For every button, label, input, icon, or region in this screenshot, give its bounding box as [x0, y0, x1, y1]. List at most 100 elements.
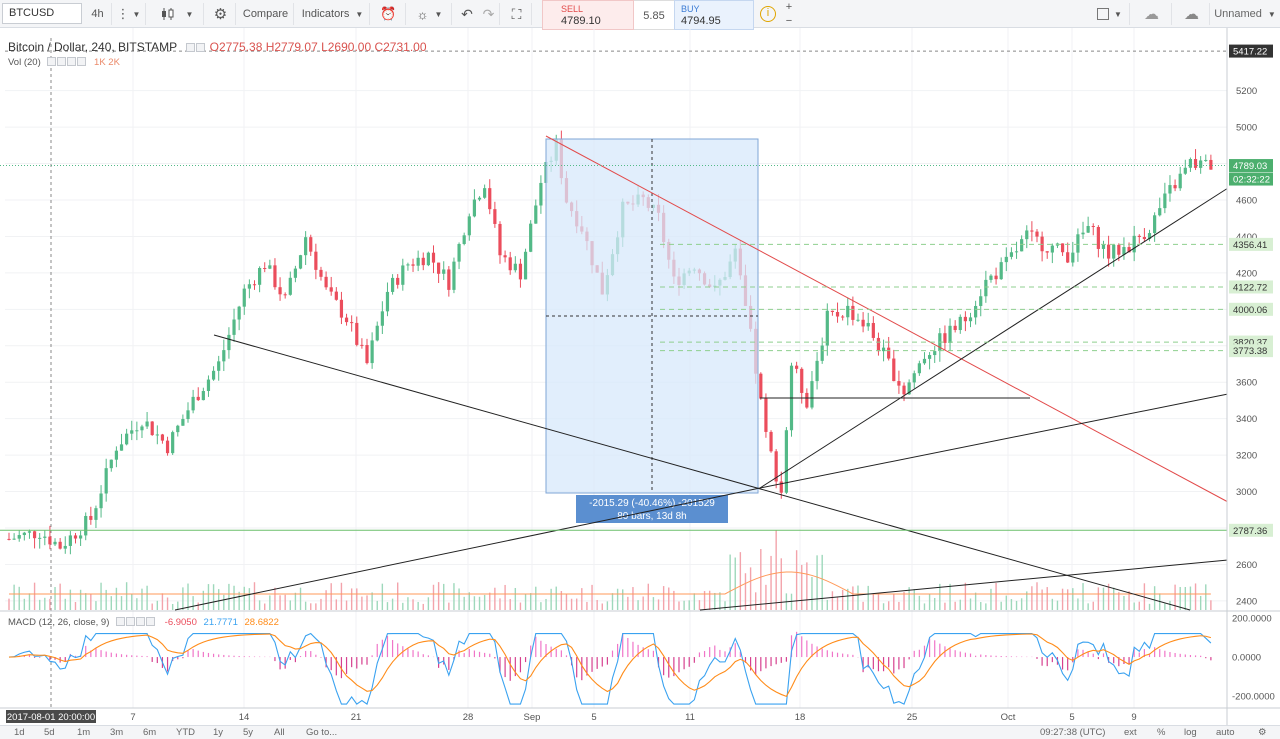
trendline-up-3 — [759, 393, 1229, 489]
macd-line-value: 21.7771 — [203, 617, 238, 628]
candle-body — [477, 197, 482, 200]
legend-icons[interactable] — [186, 40, 206, 54]
fullscreen-button[interactable]: ⛶ — [502, 3, 532, 25]
close-icon[interactable] — [67, 57, 77, 66]
y-tick-label: 3400 — [1236, 414, 1257, 425]
candle-body — [350, 322, 354, 324]
range-button-5d[interactable]: 5d — [44, 727, 55, 738]
goto-button[interactable]: Go to... — [306, 727, 338, 738]
compare-button[interactable]: Compare — [238, 3, 294, 25]
candle-body — [539, 182, 543, 206]
lightbulb-icon: ☼ — [416, 6, 429, 22]
candle-body — [431, 252, 436, 263]
candle-body — [927, 355, 932, 359]
x-tick-label: 5 — [1069, 712, 1074, 723]
gear-icon[interactable] — [126, 617, 136, 626]
sell-price: 4789.10 — [561, 15, 601, 27]
chart-style-button[interactable]: ▼ — [150, 3, 204, 25]
candle-body — [984, 279, 988, 297]
range-button-1d[interactable]: 1d — [14, 727, 25, 738]
gear-icon[interactable] — [196, 43, 206, 52]
chart-area[interactable]: -2015.29 (-40.46%) -201529 80 bars, 13d 8… — [0, 28, 1280, 725]
more-icon[interactable] — [77, 57, 87, 66]
interval-button[interactable]: 4h — [84, 3, 112, 25]
candle-body — [1050, 245, 1054, 253]
zoom-out-button[interactable]: − — [780, 14, 798, 28]
candle-body — [380, 311, 384, 326]
chevron-down-icon: ▼ — [434, 9, 443, 19]
ohlc-values: O2775.38 H2779.07 L2690.00 C2731.00 — [209, 40, 427, 54]
layout-button[interactable]: ▼ — [1090, 3, 1130, 25]
y-tick-label: 5200 — [1236, 86, 1257, 97]
candle-body — [922, 358, 927, 364]
range-button-1y[interactable]: 1y — [213, 727, 224, 738]
candle-body — [181, 419, 185, 426]
cloud-load-button[interactable]: ☁ — [1132, 3, 1172, 25]
eye-icon[interactable] — [116, 617, 126, 626]
eye-icon[interactable] — [186, 43, 196, 52]
candle-body — [1060, 243, 1065, 253]
symbol-search-input[interactable]: BTCUSD — [2, 3, 82, 24]
range-button-6m[interactable]: 6m — [143, 727, 157, 738]
layout-name-button[interactable]: Unnamed ▼ — [1212, 3, 1278, 25]
trade-info-button[interactable]: i — [756, 3, 780, 25]
scale-option-percent[interactable]: % — [1157, 727, 1166, 738]
candle-body — [1142, 237, 1146, 240]
price-label-text: 02:32:22 — [1233, 175, 1270, 186]
candle-body — [421, 257, 425, 266]
eye-icon[interactable] — [47, 57, 57, 66]
zoom-in-button[interactable]: + — [780, 0, 798, 14]
trendline-red — [545, 135, 1229, 503]
price-label-text: 3820.37 — [1233, 338, 1267, 349]
scale-option-log[interactable]: log — [1184, 727, 1197, 738]
price-label-box — [1229, 159, 1273, 173]
candle-body — [191, 396, 195, 411]
sell-button[interactable]: SELL 4789.10 — [542, 0, 634, 30]
candle-body — [38, 537, 42, 539]
bottom-toolbar: 1d 5d 1m 3m 6m YTD 1y 5y All Go to... 09:27:38 (UT… — [0, 725, 1280, 739]
more-icon[interactable] — [146, 617, 156, 626]
scale-option-auto[interactable]: auto — [1216, 727, 1235, 738]
more-menu-button[interactable]: ⋮ ▼ — [112, 3, 146, 25]
candle-body — [211, 370, 216, 380]
candle-body — [63, 545, 67, 549]
candle-body — [953, 325, 957, 331]
range-button-1m[interactable]: 1m — [77, 727, 91, 738]
x-tick-label: 21 — [351, 712, 362, 723]
range-button-all[interactable]: All — [274, 727, 285, 738]
candle-body — [830, 310, 835, 312]
range-button-5y[interactable]: 5y — [243, 727, 254, 738]
macd-signal-value: 28.6822 — [244, 617, 279, 628]
undo-button[interactable]: ↶ — [456, 3, 478, 25]
macd-pane — [8, 631, 1212, 705]
range-button-3m[interactable]: 3m — [110, 727, 124, 738]
range-button-ytd[interactable]: YTD — [176, 727, 195, 738]
gear-icon[interactable]: ⚙ — [1258, 727, 1267, 738]
price-label-text: 3773.38 — [1233, 346, 1267, 357]
x-tick-label: 7 — [130, 712, 135, 723]
alert-button[interactable]: ⏰ — [372, 3, 406, 25]
gear-icon[interactable] — [57, 57, 67, 66]
candle-body — [252, 284, 257, 286]
candle-body — [457, 243, 461, 262]
candle-body — [523, 251, 528, 280]
candle-body — [1122, 247, 1126, 255]
buy-button[interactable]: BUY 4794.95 — [674, 0, 754, 30]
main-legend: Bitcoin / Dollar, 240, BITSTAMP O2775.38… — [8, 40, 427, 54]
candle-body — [150, 421, 154, 436]
cloud-icon: ☁ — [1144, 6, 1159, 23]
cloud-save-button[interactable]: ☁ — [1174, 3, 1210, 25]
candle-body — [1117, 244, 1121, 255]
candle-body — [769, 431, 773, 452]
candle-body — [1009, 252, 1014, 257]
scale-option-ext[interactable]: ext — [1124, 727, 1137, 738]
close-icon[interactable] — [136, 617, 146, 626]
indicators-button[interactable]: Indicators ▼ — [296, 3, 370, 25]
candle-body — [375, 325, 379, 341]
redo-button[interactable]: ↷ — [478, 3, 500, 25]
ideas-button[interactable]: ☼ ▼ — [408, 3, 452, 25]
price-chart[interactable]: -2015.29 (-40.46%) -201529 80 bars, 13d 8… — [0, 28, 1280, 725]
y-tick-label: 3200 — [1236, 451, 1257, 462]
candle-body — [145, 421, 149, 427]
settings-button[interactable]: ⚙ — [206, 3, 236, 25]
